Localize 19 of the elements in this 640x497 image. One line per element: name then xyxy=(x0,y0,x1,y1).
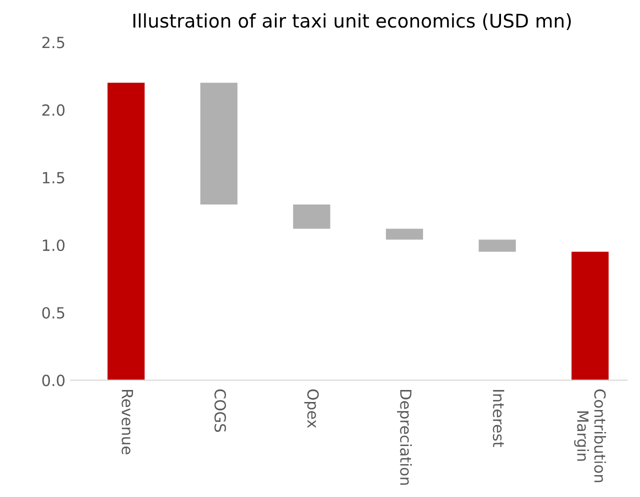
x-tick-label: Opex xyxy=(304,389,319,428)
y-tick-label: 1.0 xyxy=(42,239,65,252)
bar xyxy=(108,82,145,380)
y-tick-label: 2.0 xyxy=(42,104,65,116)
x-tick-label: Interest xyxy=(492,390,504,448)
y-tick-label: 2.5 xyxy=(42,36,64,48)
bar xyxy=(386,228,424,240)
bar xyxy=(200,82,238,204)
y-tick-label: 0.5 xyxy=(42,307,64,319)
bar xyxy=(478,240,516,252)
y-tick-label: 1.5 xyxy=(42,172,64,184)
x-tick-label: COGS xyxy=(214,389,226,432)
x-tick-label: Depreciation xyxy=(397,390,412,485)
x-tick-label: Contribution Margin xyxy=(574,389,606,482)
bar xyxy=(572,252,609,380)
chart-title: Illustration of air taxi unit economics (USD mn) xyxy=(133,13,571,30)
y-tick-label: 0.0 xyxy=(42,374,65,386)
x-tick-label: Revenue xyxy=(122,390,134,454)
bar xyxy=(293,204,330,229)
